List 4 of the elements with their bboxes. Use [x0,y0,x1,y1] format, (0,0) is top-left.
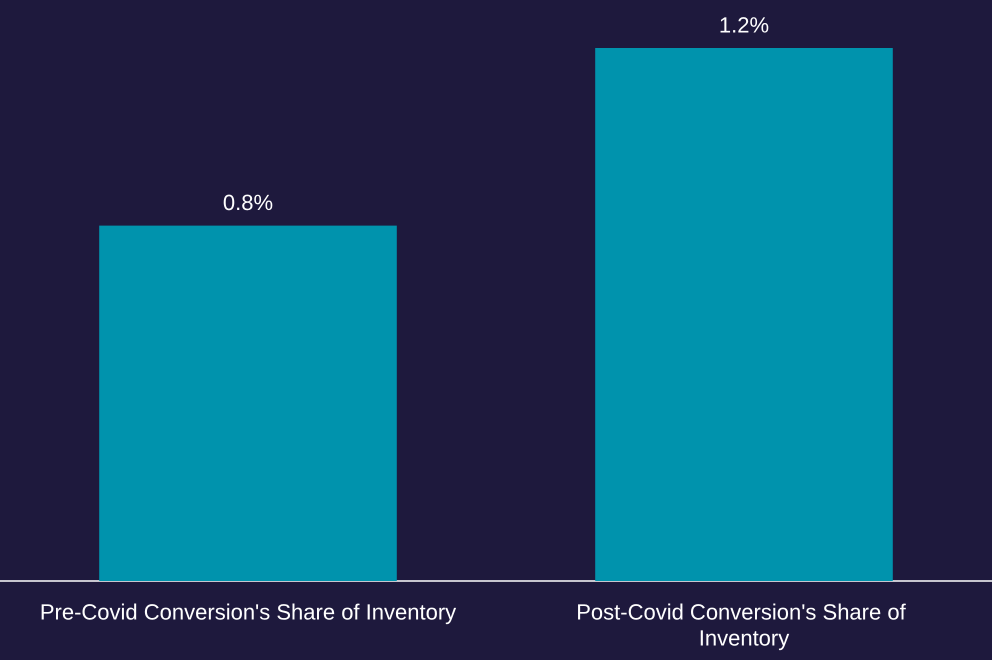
data-label: 0.8% [222,190,274,216]
x-tick-label: Post-Covid Conversion's Share of Inventory [576,600,912,650]
x-tick-label: Pre-Covid Conversion's Share of Inventory [40,600,456,624]
data-label: 1.2% [718,12,770,38]
